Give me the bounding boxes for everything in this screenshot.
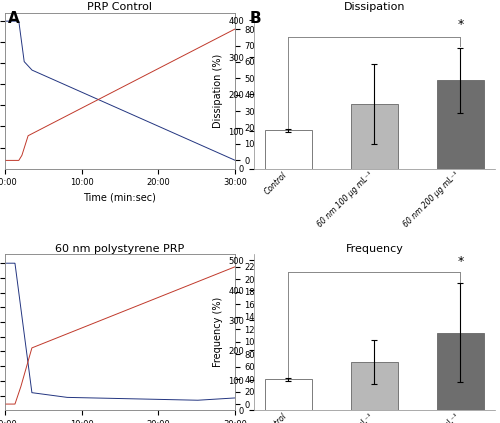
Text: *: * (457, 255, 464, 268)
Bar (350, 363, 398, 410)
Y-axis label: Dissipation (1E-6): Dissipation (1E-6) (255, 47, 265, 134)
Title: Dissipation: Dissipation (344, 2, 405, 12)
Y-axis label: Dissipation (%): Dissipation (%) (212, 54, 222, 128)
Text: A: A (8, 11, 19, 25)
Title: 60 nm polystyrene PRP: 60 nm polystyrene PRP (56, 244, 184, 254)
Bar (264, 130, 312, 169)
Bar (264, 379, 312, 410)
Bar (436, 80, 484, 169)
Title: Frequency: Frequency (346, 244, 404, 254)
Title: PRP Control: PRP Control (88, 2, 152, 12)
Y-axis label: Frequency (%): Frequency (%) (212, 297, 222, 368)
Bar (350, 104, 398, 169)
Text: *: * (457, 18, 464, 31)
X-axis label: Time (min:sec): Time (min:sec) (84, 193, 156, 203)
Text: B: B (250, 11, 262, 25)
Y-axis label: Dissipation (1E-6): Dissipation (1E-6) (260, 289, 270, 376)
Bar (436, 333, 484, 410)
